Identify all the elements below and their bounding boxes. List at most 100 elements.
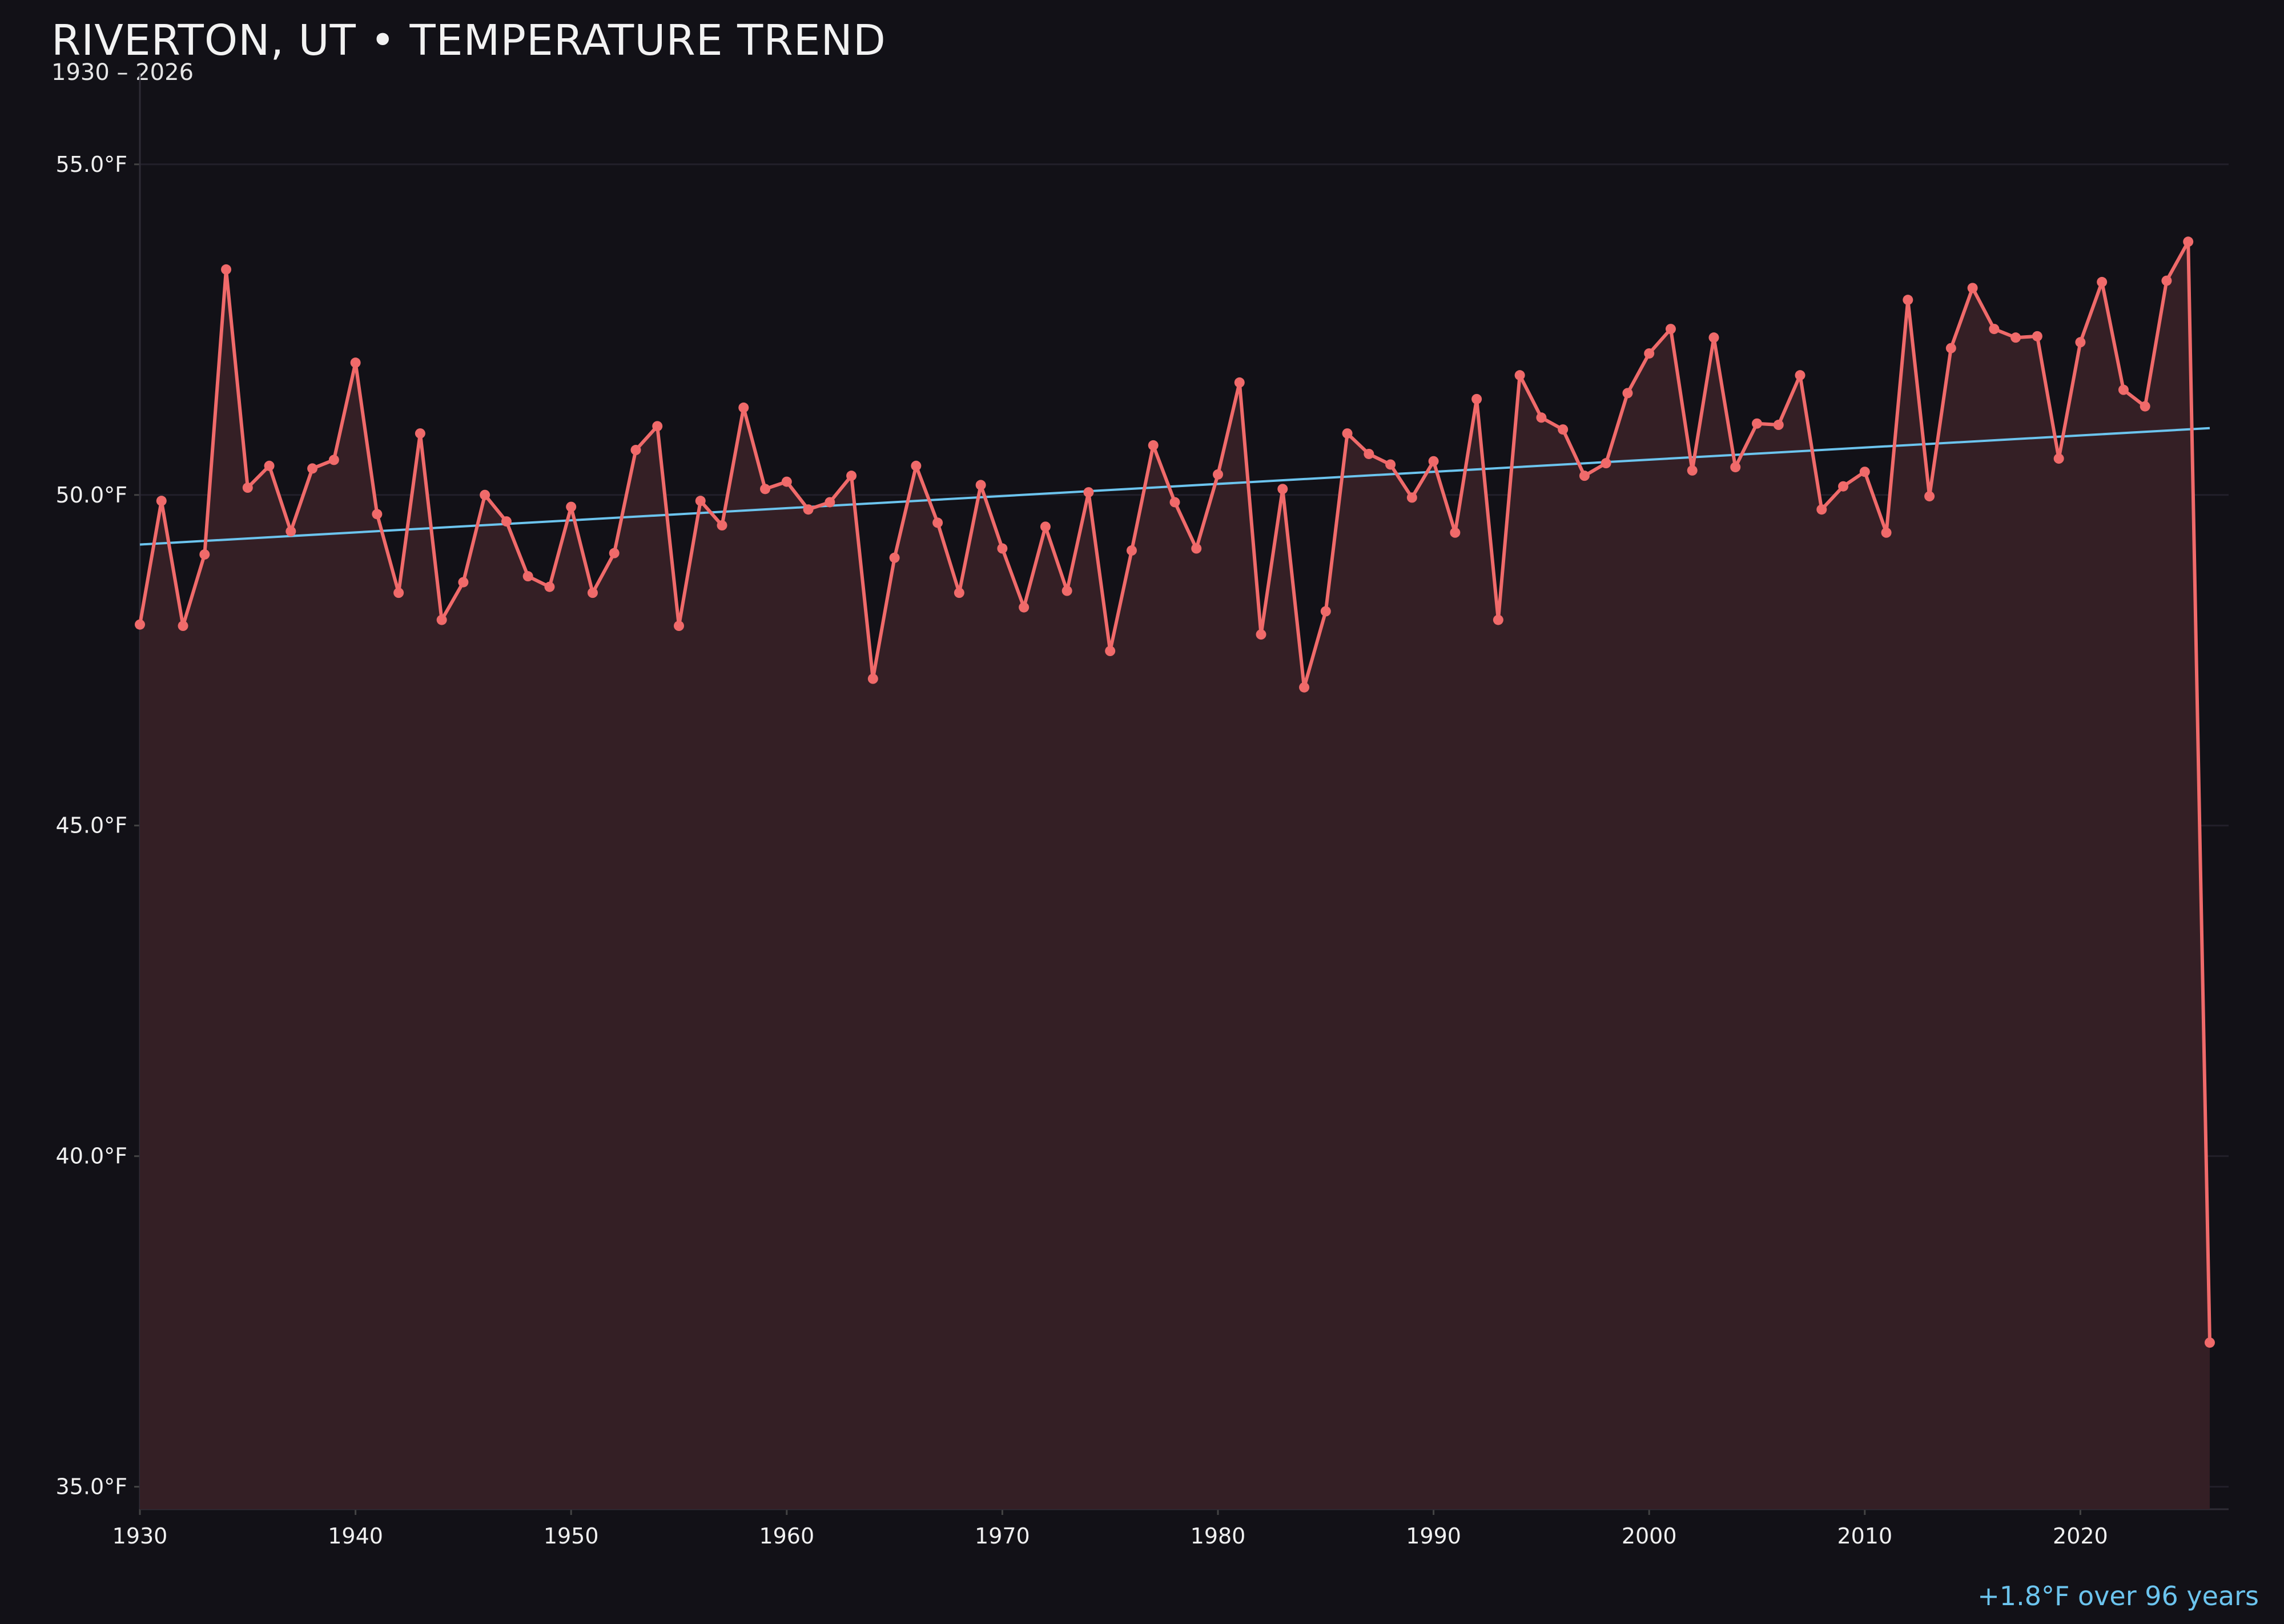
data-point [652,421,663,432]
data-point [458,577,469,588]
data-point [1881,527,1892,538]
x-tick-label: 2010 [1837,1523,1892,1549]
x-tick-label: 1940 [328,1523,383,1549]
data-point [803,504,814,515]
data-point [1924,491,1935,502]
data-point [135,619,145,630]
data-point [2161,275,2172,286]
data-point [1514,370,1525,381]
data-point [2140,401,2150,412]
x-tick-label: 1990 [1406,1523,1461,1549]
data-point [781,476,792,487]
data-point [1169,497,1180,508]
data-point [1385,459,1396,470]
data-point [1299,682,1310,693]
data-point [286,526,296,537]
data-point [1536,412,1547,423]
y-tick-label: 35.0°F [56,1474,127,1500]
x-tick-label: 2000 [1622,1523,1677,1549]
data-point [1342,428,1353,439]
data-point [609,548,620,558]
data-point [1105,646,1116,657]
data-point [2053,453,2064,464]
trend-annotation: +1.8°F over 96 years [1977,1581,2259,1611]
data-point [2097,276,2108,287]
data-point [1450,527,1461,538]
data-point [1967,283,1978,294]
data-point [199,549,210,560]
data-point [415,428,425,439]
data-point [1277,484,1288,495]
data-point [1428,456,1439,467]
x-tick-label: 2020 [2053,1523,2108,1549]
data-point [587,588,598,598]
data-point [393,588,404,598]
data-point [1191,543,1202,554]
data-point [1644,348,1655,359]
data-point [717,520,727,531]
data-point [1816,504,1827,515]
data-point [1234,377,1245,388]
x-tick-label: 1960 [759,1523,814,1549]
data-point [307,463,318,474]
data-point [997,543,1008,554]
data-point [975,480,986,491]
y-tick-label: 55.0°F [56,152,127,177]
data-point [2118,384,2129,395]
data-point [1558,424,1569,435]
x-tick-label: 1950 [544,1523,599,1549]
data-point [436,614,447,625]
data-point [242,483,253,493]
data-point [846,471,857,481]
data-point [1730,462,1741,473]
data-point [1795,370,1806,381]
data-point [522,571,533,582]
data-point [566,501,577,512]
data-point [630,445,641,456]
data-point [1622,388,1633,399]
data-point [1838,481,1849,492]
data-point [2032,331,2042,341]
data-point [350,357,361,368]
data-point [2204,1337,2215,1348]
data-point [264,460,275,471]
data-point [221,264,232,275]
area-fill [140,242,2210,1509]
data-point [1471,393,1482,404]
data-point [1665,324,1676,335]
data-point [1406,492,1417,503]
data-point [1945,343,1956,353]
x-tick-label: 1980 [1191,1523,1246,1549]
data-point [501,516,512,527]
data-point [1579,471,1590,481]
data-point [2010,332,2021,343]
data-point [480,489,490,500]
data-point [1019,602,1030,613]
data-point [1213,469,1223,480]
data-point [1061,585,1072,596]
data-point [544,581,555,592]
data-point [889,552,900,563]
data-point [695,496,706,507]
chart-subtitle: 1930 – 2026 [51,59,194,86]
chart-title: RIVERTON, UT • TEMPERATURE TREND [51,16,886,65]
data-point [760,484,771,495]
data-point [1903,295,1913,305]
data-point [932,517,943,528]
data-point [1040,521,1051,532]
y-tick-label: 50.0°F [56,483,127,508]
data-point [867,673,878,684]
data-point [1148,440,1159,451]
data-point [328,455,339,465]
data-point [1126,545,1137,556]
y-tick-label: 40.0°F [56,1144,127,1169]
data-point [156,496,167,507]
data-point [1708,332,1719,343]
data-point [2075,337,2086,348]
data-point [1989,324,2000,335]
data-point [1320,606,1331,617]
y-tick-label: 45.0°F [56,813,127,838]
data-point [1256,629,1266,640]
data-point [178,621,188,632]
